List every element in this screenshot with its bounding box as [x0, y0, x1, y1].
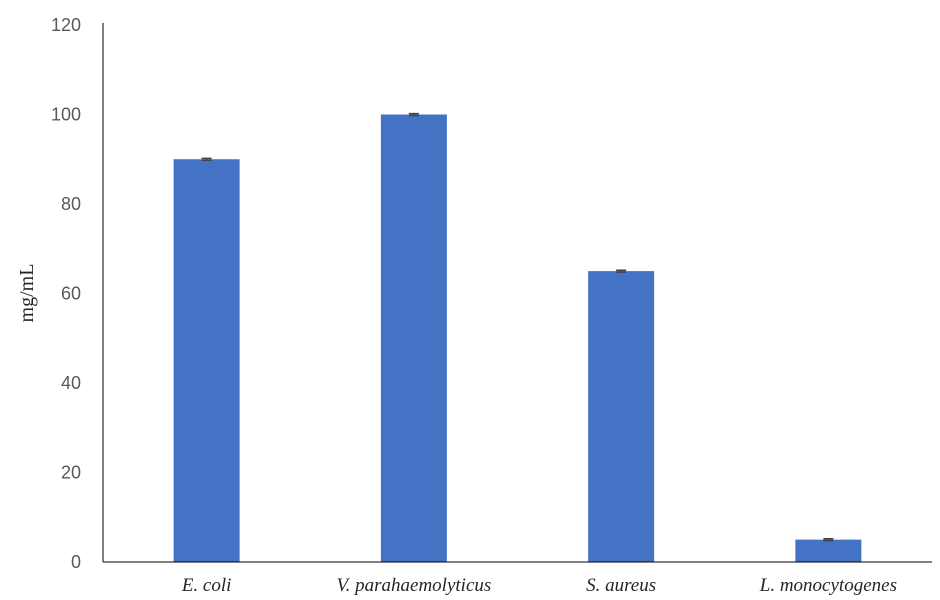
y-tick-label: 20 [61, 463, 81, 483]
y-axis-ticks: 0 20 40 60 80 100 120 [51, 15, 81, 572]
y-tick-label: 0 [71, 552, 81, 572]
x-category-label: E. coli [181, 575, 232, 596]
bars [173, 114, 862, 562]
y-tick-label: 40 [61, 373, 81, 393]
y-axis-title: mg/mL [16, 264, 38, 323]
bar [380, 114, 447, 562]
x-category-label: L. monocytogenes [759, 575, 897, 596]
bar [173, 159, 240, 562]
x-category-label: V. parahaemolyticus [336, 575, 491, 596]
x-category-label: S. aureus [586, 575, 656, 596]
x-axis-category-labels: E. coli V. parahaemolyticus S. aureus L. mo… [181, 575, 897, 596]
y-tick-label: 100 [51, 105, 81, 125]
bar [588, 271, 655, 562]
error-bars [201, 112, 834, 542]
y-tick-label: 60 [61, 284, 81, 304]
y-tick-label: 120 [51, 15, 81, 35]
bar [795, 539, 862, 562]
y-tick-label: 80 [61, 194, 81, 214]
